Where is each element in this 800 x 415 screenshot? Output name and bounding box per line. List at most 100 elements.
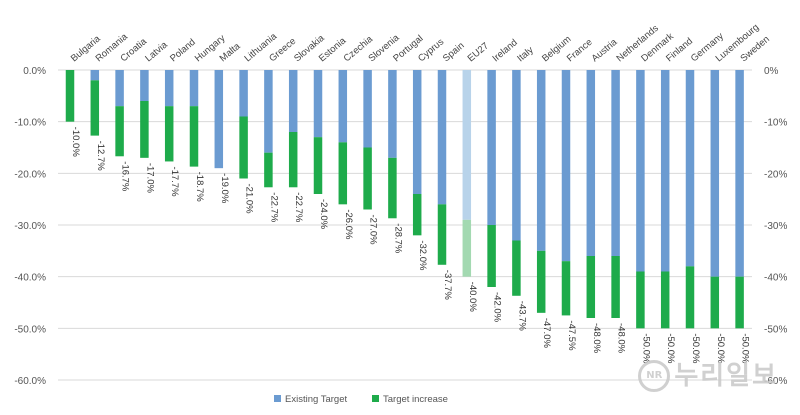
y-tick-label-left: -40.0% bbox=[14, 273, 46, 284]
bar-existing-target bbox=[587, 70, 596, 256]
category-label: EU27 bbox=[466, 41, 491, 65]
data-label: -40.0% bbox=[467, 282, 478, 313]
bar-target-increase bbox=[711, 277, 720, 329]
bar-target-increase bbox=[661, 272, 670, 329]
bar-existing-target bbox=[686, 70, 695, 266]
y-tick-label-left: -20.0% bbox=[14, 169, 46, 180]
data-label: -37.7% bbox=[442, 270, 453, 301]
data-label: -10.0% bbox=[70, 127, 81, 158]
bar-existing-target bbox=[611, 70, 620, 256]
data-label: -22.7% bbox=[293, 192, 304, 223]
bar-existing-target bbox=[190, 70, 199, 106]
bar-target-increase bbox=[91, 80, 100, 135]
bar-existing-target bbox=[711, 70, 720, 277]
data-label: -17.7% bbox=[169, 166, 180, 197]
bar-target-increase bbox=[314, 137, 323, 194]
bar-target-increase bbox=[289, 132, 298, 187]
category-label: Italy bbox=[515, 45, 536, 65]
bar-target-increase bbox=[115, 106, 124, 156]
bar-target-increase bbox=[388, 158, 397, 218]
bar-existing-target bbox=[140, 70, 149, 101]
data-label: -47.0% bbox=[541, 318, 552, 349]
category-label: Poland bbox=[168, 37, 198, 64]
bar-existing-target bbox=[413, 70, 422, 194]
watermark-text: 누리일보 bbox=[674, 361, 778, 391]
bar-target-increase bbox=[636, 272, 645, 329]
legend-label-target-increase: Target increase bbox=[383, 394, 448, 405]
bar-existing-target bbox=[115, 70, 124, 106]
watermark-logo-icon: NR bbox=[638, 360, 670, 392]
data-label: -26.0% bbox=[343, 209, 354, 240]
bar-target-increase bbox=[537, 251, 546, 313]
bar-target-increase bbox=[66, 70, 75, 122]
bar-target-increase bbox=[587, 256, 596, 318]
data-label: -12.7% bbox=[95, 141, 106, 172]
bar-target-increase bbox=[190, 106, 199, 166]
bar-existing-target bbox=[165, 70, 174, 106]
bar-existing-target bbox=[438, 70, 447, 204]
bar-target-increase bbox=[239, 117, 248, 179]
bar-existing-target bbox=[636, 70, 645, 272]
data-label: -32.0% bbox=[417, 240, 428, 271]
data-label: -28.7% bbox=[392, 223, 403, 254]
y-tick-label-left: -50.0% bbox=[14, 324, 46, 335]
bar-target-increase bbox=[140, 101, 149, 158]
data-label: -21.0% bbox=[244, 184, 255, 215]
bar-existing-target bbox=[661, 70, 670, 272]
bar-existing-target bbox=[363, 70, 372, 148]
data-label: -19.0% bbox=[219, 173, 230, 204]
bar-existing-target bbox=[239, 70, 248, 117]
y-tick-label-left: -60.0% bbox=[14, 376, 46, 387]
bar-target-increase bbox=[463, 220, 472, 277]
bar-existing-target bbox=[463, 70, 472, 220]
data-label: -24.0% bbox=[318, 199, 329, 230]
data-label: -42.0% bbox=[492, 292, 503, 323]
data-label: -48.0% bbox=[616, 323, 627, 354]
bar-target-increase bbox=[735, 277, 744, 329]
data-label: -17.0% bbox=[144, 163, 155, 194]
category-label: Ireland bbox=[490, 37, 519, 64]
bar-existing-target bbox=[339, 70, 348, 142]
bar-target-increase bbox=[264, 153, 273, 188]
data-label: -43.7% bbox=[516, 301, 527, 332]
y-tick-label-right: -10% bbox=[764, 118, 787, 129]
y-tick-label-right: -20% bbox=[764, 169, 787, 180]
bar-existing-target bbox=[487, 70, 496, 225]
y-tick-label-left: -30.0% bbox=[14, 221, 46, 232]
y-tick-label-right: -50% bbox=[764, 324, 787, 335]
bar-existing-target bbox=[735, 70, 744, 277]
bar-existing-target bbox=[215, 70, 224, 168]
data-label: -47.5% bbox=[566, 320, 577, 351]
y-tick-label-left: 0.0% bbox=[23, 66, 46, 77]
data-label: -18.7% bbox=[194, 172, 205, 203]
bar-target-increase bbox=[363, 148, 372, 210]
bar-target-increase bbox=[165, 106, 174, 161]
bar-target-increase bbox=[512, 241, 521, 296]
bar-existing-target bbox=[264, 70, 273, 153]
bar-existing-target bbox=[512, 70, 521, 241]
y-tick-label-left: -10.0% bbox=[14, 118, 46, 129]
bar-existing-target bbox=[388, 70, 397, 158]
bar-existing-target bbox=[537, 70, 546, 251]
data-label: -27.0% bbox=[368, 215, 379, 246]
legend-swatch-target-increase bbox=[372, 395, 379, 402]
y-tick-label-right: -40% bbox=[764, 273, 787, 284]
bar-existing-target bbox=[314, 70, 323, 137]
bar-target-increase bbox=[562, 261, 571, 315]
legend-label-existing-target: Existing Target bbox=[285, 394, 347, 405]
legend-swatch-existing-target bbox=[274, 395, 281, 402]
bar-target-increase bbox=[339, 142, 348, 204]
y-tick-label-right: 0% bbox=[764, 66, 779, 77]
y-tick-label-right: -30% bbox=[764, 221, 787, 232]
data-label: -22.7% bbox=[268, 192, 279, 223]
bar-target-increase bbox=[686, 266, 695, 328]
data-label: -48.0% bbox=[591, 323, 602, 354]
bar-existing-target bbox=[289, 70, 298, 132]
bar-target-increase bbox=[413, 194, 422, 235]
data-label: -16.7% bbox=[120, 161, 131, 192]
bar-target-increase bbox=[611, 256, 620, 318]
bar-target-increase bbox=[438, 204, 447, 264]
